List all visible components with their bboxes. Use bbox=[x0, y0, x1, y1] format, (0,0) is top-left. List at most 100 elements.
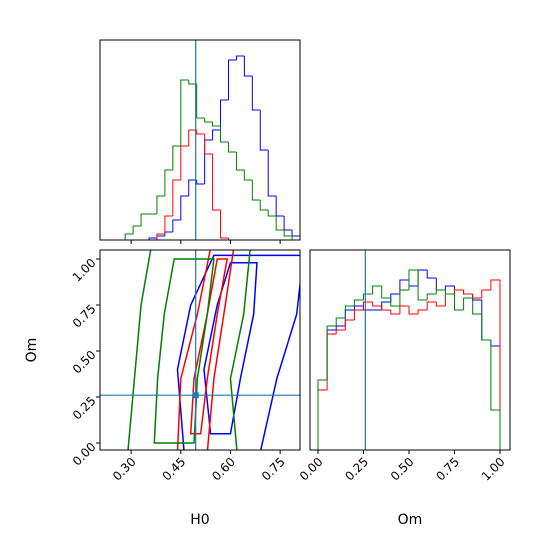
histogram-step bbox=[426, 293, 437, 300]
histogram-step bbox=[463, 290, 473, 295]
x-tick-label: 0.00 bbox=[297, 455, 326, 484]
x-axis-label: H0 bbox=[190, 512, 209, 528]
x-tick-label: 0.45 bbox=[160, 455, 189, 484]
histogram-step bbox=[453, 289, 464, 294]
histogram-step bbox=[291, 236, 300, 240]
histogram-step bbox=[188, 80, 197, 85]
panel-frame bbox=[99, 249, 301, 451]
histogram-step bbox=[235, 152, 245, 171]
panel-frame bbox=[309, 249, 511, 451]
histogram-step bbox=[156, 195, 165, 214]
histogram-step bbox=[259, 200, 269, 211]
histogram-step bbox=[180, 79, 189, 146]
contour-line bbox=[127, 250, 251, 450]
histogram-step bbox=[227, 238, 237, 240]
histogram-step bbox=[399, 305, 409, 314]
contour-line bbox=[176, 254, 300, 450]
histogram-step bbox=[212, 154, 221, 211]
x-tick-label: 0.50 bbox=[388, 455, 417, 484]
histogram bbox=[317, 250, 501, 450]
histogram-step bbox=[426, 270, 437, 279]
histogram-step bbox=[417, 269, 428, 286]
histogram-step bbox=[188, 179, 197, 196]
histogram-step bbox=[490, 279, 501, 450]
histogram-step bbox=[180, 195, 189, 220]
histogram-step bbox=[381, 286, 391, 299]
histogram-step bbox=[381, 306, 391, 311]
histogram-step bbox=[180, 145, 189, 180]
x-tick-label: 0.25 bbox=[342, 455, 371, 484]
x-tick-label: 0.75 bbox=[433, 455, 462, 484]
histogram-step bbox=[132, 225, 142, 234]
contour-line bbox=[176, 250, 235, 450]
histogram-step bbox=[463, 290, 473, 295]
histogram-step bbox=[353, 299, 364, 306]
histogram-step bbox=[408, 306, 419, 315]
histogram-step bbox=[463, 297, 473, 310]
histogram-step bbox=[417, 270, 428, 301]
histogram-step bbox=[472, 294, 482, 301]
contours bbox=[100, 250, 300, 450]
y-tick-label: 0.00 bbox=[70, 440, 99, 469]
histogram-step bbox=[156, 235, 165, 238]
histogram-step bbox=[212, 129, 221, 140]
histogram-step bbox=[204, 134, 213, 155]
histogram-step bbox=[172, 219, 181, 232]
histogram-step bbox=[472, 298, 482, 315]
histogram-step bbox=[390, 310, 400, 315]
histogram-step bbox=[251, 76, 261, 111]
histogram-step bbox=[381, 301, 391, 310]
histogram bbox=[101, 40, 300, 240]
histogram-step bbox=[164, 169, 173, 196]
histogram-step bbox=[140, 213, 150, 226]
histogram-step bbox=[344, 305, 355, 318]
histogram-step bbox=[267, 150, 277, 197]
histogram-step bbox=[164, 231, 173, 236]
x-tick-label: 0.30 bbox=[110, 455, 139, 484]
histogram-step bbox=[372, 302, 382, 307]
histogram-step bbox=[453, 294, 464, 311]
histogram-step bbox=[196, 180, 205, 185]
histogram-step bbox=[243, 56, 253, 77]
histogram-step bbox=[490, 340, 501, 450]
histogram-step bbox=[172, 179, 181, 216]
histogram-step bbox=[435, 302, 446, 307]
histogram-step bbox=[444, 285, 455, 290]
histogram-step bbox=[435, 289, 446, 294]
histogram-step bbox=[417, 309, 428, 314]
histogram-step bbox=[444, 290, 455, 295]
histogram-step bbox=[326, 329, 337, 380]
histogram-step bbox=[243, 170, 253, 181]
histogram-step bbox=[399, 289, 409, 306]
histogram-step bbox=[317, 379, 328, 450]
histogram-step bbox=[390, 298, 400, 307]
histogram-step bbox=[481, 314, 491, 341]
histogram-step bbox=[317, 389, 328, 450]
truth-point bbox=[192, 392, 199, 399]
y-tick-label: 0.50 bbox=[70, 348, 99, 377]
x-tick-label: 0.75 bbox=[259, 455, 288, 484]
histogram-step bbox=[124, 233, 134, 240]
histogram-step bbox=[283, 216, 293, 231]
histogram-step bbox=[435, 278, 446, 291]
histogram-step bbox=[353, 309, 364, 320]
histogram-step bbox=[399, 279, 409, 294]
y-axis-label: Om bbox=[24, 338, 40, 363]
histogram-step bbox=[326, 325, 337, 380]
histogram-step bbox=[227, 142, 237, 153]
x-axis-label: Om bbox=[398, 512, 423, 528]
histogram-step bbox=[212, 122, 221, 127]
histogram-step bbox=[326, 333, 337, 390]
histogram-step bbox=[283, 230, 293, 237]
histogram-step bbox=[490, 340, 501, 450]
histogram-step bbox=[188, 129, 197, 146]
histogram-step bbox=[220, 126, 229, 143]
histogram-step bbox=[235, 55, 245, 60]
contour-line bbox=[153, 258, 215, 444]
histogram-step bbox=[335, 317, 346, 326]
histogram-step bbox=[481, 289, 491, 298]
histogram-step bbox=[275, 196, 285, 217]
histogram-step bbox=[408, 269, 419, 290]
histogram-step bbox=[426, 301, 437, 310]
